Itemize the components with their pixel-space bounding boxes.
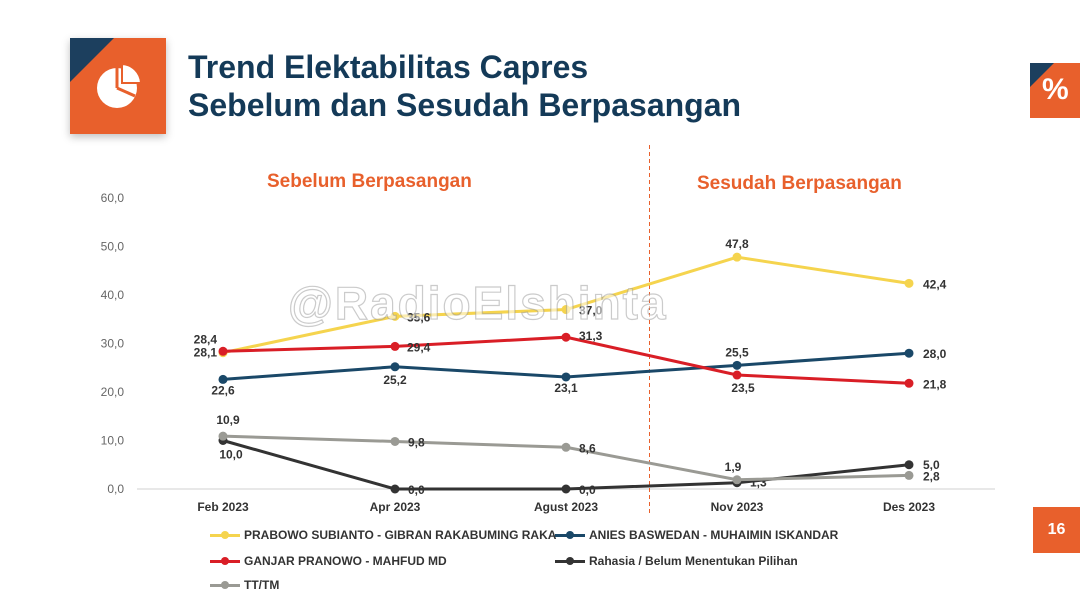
series-line bbox=[222, 434, 910, 482]
series-point bbox=[561, 484, 571, 494]
data-label: 28,4 bbox=[194, 332, 218, 346]
series-point bbox=[732, 360, 742, 370]
series-point bbox=[390, 311, 400, 321]
series-point bbox=[561, 305, 571, 315]
series-point bbox=[561, 442, 571, 452]
x-tick-label: Agust 2023 bbox=[534, 500, 598, 514]
y-tick-label: 40,0 bbox=[101, 288, 125, 302]
data-label: 1,9 bbox=[725, 460, 742, 474]
series-point bbox=[390, 484, 400, 494]
legend-swatch bbox=[210, 529, 240, 541]
data-label: 10,0 bbox=[219, 448, 243, 462]
data-label: 9,8 bbox=[408, 435, 425, 449]
data-label: 21,8 bbox=[923, 377, 947, 391]
legend-swatch bbox=[210, 555, 240, 567]
legend-label: PRABOWO SUBIANTO - GIBRAN RAKABUMING RAK… bbox=[244, 528, 557, 542]
x-tick-label: Feb 2023 bbox=[197, 500, 249, 514]
page-title: Trend Elektabilitas Capres Sebelum dan S… bbox=[188, 48, 741, 124]
section-label-before: Sebelum Berpasangan bbox=[267, 171, 472, 192]
legend-swatch bbox=[555, 555, 585, 567]
data-label: 22,6 bbox=[211, 383, 235, 397]
series-point bbox=[732, 370, 742, 380]
series-point bbox=[732, 475, 742, 485]
data-label: 23,5 bbox=[731, 381, 755, 395]
series-point bbox=[904, 278, 914, 288]
series-point bbox=[390, 341, 400, 351]
x-tick-label: Nov 2023 bbox=[711, 500, 764, 514]
series-point bbox=[561, 372, 571, 382]
series-point bbox=[904, 378, 914, 388]
legend-label: TT/TM bbox=[244, 578, 280, 592]
watermark: @RadioElshinta bbox=[287, 276, 668, 329]
x-tick-label: Apr 2023 bbox=[370, 500, 421, 514]
pie-chart-logo bbox=[70, 38, 166, 134]
data-label: 31,3 bbox=[579, 329, 603, 343]
y-tick-label: 0,0 bbox=[107, 482, 124, 496]
series-point bbox=[904, 460, 914, 470]
pie-chart-icon bbox=[97, 62, 143, 108]
legend-swatch bbox=[210, 579, 240, 591]
page-number: 16 bbox=[1033, 507, 1080, 553]
data-label: 0,0 bbox=[579, 483, 596, 497]
legend-item: Rahasia / Belum Menentukan Pilihan bbox=[555, 554, 798, 568]
data-label: 35,6 bbox=[407, 310, 431, 324]
series-point bbox=[390, 362, 400, 372]
series-point bbox=[732, 252, 742, 262]
data-label: 29,4 bbox=[407, 340, 431, 354]
series-point bbox=[218, 431, 228, 441]
y-tick-label: 50,0 bbox=[101, 240, 125, 254]
series-point bbox=[218, 374, 228, 384]
percent-icon: % bbox=[1042, 73, 1069, 106]
percent-badge: % bbox=[1030, 63, 1080, 118]
legend-swatch bbox=[555, 529, 585, 541]
section-label-after: Sesudah Berpasangan bbox=[697, 173, 902, 194]
legend-label: ANIES BASWEDAN - MUHAIMIN ISKANDAR bbox=[589, 528, 839, 542]
legend-item: ANIES BASWEDAN - MUHAIMIN ISKANDAR bbox=[555, 528, 838, 542]
data-label: 25,5 bbox=[725, 345, 749, 359]
data-label: 28,0 bbox=[923, 347, 947, 361]
legend-item: PRABOWO SUBIANTO - GIBRAN RAKABUMING RAK… bbox=[210, 528, 556, 542]
y-tick-label: 10,0 bbox=[101, 434, 125, 448]
page-title-line1: Trend Elektabilitas Capres bbox=[188, 49, 589, 85]
data-label: 8,6 bbox=[579, 441, 596, 455]
data-label: 37,0 bbox=[579, 304, 603, 318]
data-label: 0,0 bbox=[408, 483, 425, 497]
legend-label: Rahasia / Belum Menentukan Pilihan bbox=[589, 554, 798, 568]
data-label: 25,2 bbox=[383, 373, 407, 387]
series-point bbox=[904, 470, 914, 480]
percent-badge-corner bbox=[1030, 63, 1054, 87]
series-point bbox=[218, 346, 228, 356]
legend-item: TT/TM bbox=[210, 578, 279, 592]
data-label: 42,4 bbox=[923, 277, 947, 291]
legend-item: GANJAR PRANOWO - MAHFUD MD bbox=[210, 554, 447, 568]
y-tick-label: 30,0 bbox=[101, 337, 125, 351]
y-tick-label: 20,0 bbox=[101, 385, 125, 399]
data-label: 28,1 bbox=[194, 346, 218, 360]
data-label: 2,8 bbox=[923, 469, 940, 483]
data-label: 10,9 bbox=[216, 413, 240, 427]
data-label: 23,1 bbox=[554, 381, 578, 395]
x-tick-label: Des 2023 bbox=[883, 500, 935, 514]
y-tick-label: 60,0 bbox=[101, 191, 125, 205]
series-point bbox=[904, 348, 914, 358]
series-point bbox=[561, 332, 571, 342]
legend-label: GANJAR PRANOWO - MAHFUD MD bbox=[244, 554, 447, 568]
page-title-line2: Sebelum dan Sesudah Berpasangan bbox=[188, 87, 742, 123]
data-label: 5,0 bbox=[923, 458, 940, 472]
data-label: 47,8 bbox=[725, 237, 749, 251]
series-point bbox=[390, 436, 400, 446]
